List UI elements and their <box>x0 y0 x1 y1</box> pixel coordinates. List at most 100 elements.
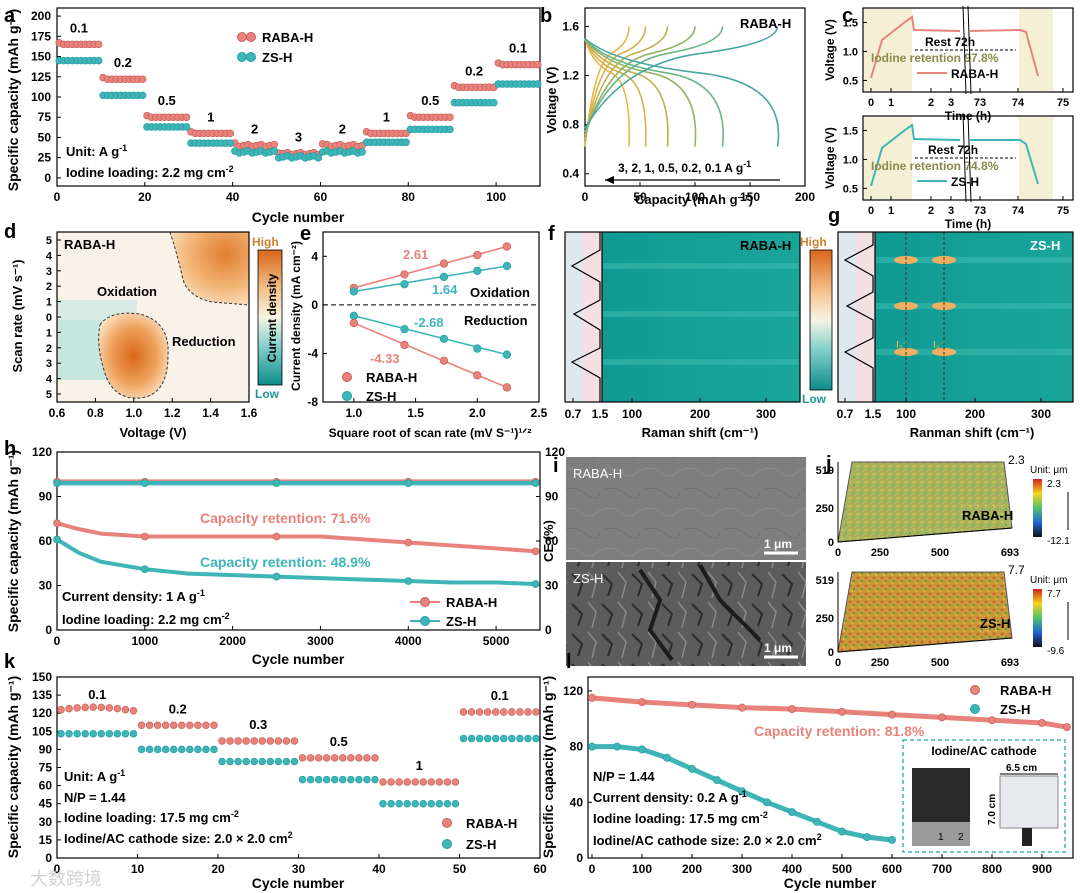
d-ytick-label: 5 <box>46 235 52 247</box>
e-ytick-label: 4 <box>311 249 318 263</box>
b-charge-curve <box>584 26 630 147</box>
a-rate-label: 2 <box>339 122 346 137</box>
h-note-1-text: Current density: 1 A g <box>62 589 197 604</box>
a-point-zs <box>490 98 498 107</box>
l-inset-title: Iodine/AC cathode <box>931 744 1037 758</box>
l-zs-point <box>713 776 721 784</box>
a-point-zs <box>94 56 103 65</box>
raman-xtick-label: 0.7 <box>837 407 854 421</box>
b-xtick-label: 0 <box>582 190 589 204</box>
b-discharge-curve <box>584 38 724 147</box>
i-sem-top <box>566 457 806 560</box>
k-point-raba <box>355 754 363 762</box>
h-xtick-label: 3000 <box>307 634 334 648</box>
k-point-zs <box>266 757 275 766</box>
d-xtick-label: 1.4 <box>202 406 219 420</box>
a-point-raba <box>138 75 147 83</box>
c-bot-curve <box>870 123 1039 187</box>
a-rate-label: 0.5 <box>421 93 439 108</box>
k-legend-raba: RABA-H <box>466 816 517 831</box>
k-point-raba <box>113 704 122 713</box>
raman-xtick-label: 1.5 <box>865 407 882 421</box>
e-point <box>349 318 359 328</box>
l-frame <box>587 676 1074 859</box>
k-xtick-label: 20 <box>211 862 225 876</box>
l-zs-point <box>663 753 671 762</box>
g-mark-2: I₃⁻ <box>933 340 945 351</box>
c-xtick-label: 2 <box>928 97 934 109</box>
k-point-raba <box>532 708 540 716</box>
k-point-raba <box>242 737 250 745</box>
c-y-label: Voltage (V) <box>823 19 837 81</box>
l-note-text: Current density: 0.2 A g <box>593 790 739 805</box>
f-bands <box>603 263 799 365</box>
k-point-zs <box>500 734 508 743</box>
k-point-raba <box>89 703 97 711</box>
l-xtick-label: 900 <box>1032 862 1052 876</box>
j-xtick-label: 693 <box>1001 657 1019 669</box>
panel-letter-f: f <box>548 223 555 245</box>
k-point-zs <box>202 745 210 754</box>
l-note: Current density: 0.2 A g-1 <box>593 789 747 805</box>
a-point-zs <box>402 138 410 147</box>
l-note: Iodine loading: 17.5 mg cm-2 <box>593 810 768 826</box>
k-point-raba <box>516 708 524 716</box>
h-point <box>53 479 61 487</box>
c-y-label: Voltage (V) <box>823 127 837 189</box>
k-point-raba <box>298 754 307 762</box>
b-discharge-curve <box>584 38 631 147</box>
a-ytick-label: 100 <box>31 90 51 104</box>
panel-letter-g: g <box>828 205 840 227</box>
d-y-label: Scan rate (mV s⁻¹) <box>10 259 25 372</box>
b-arrow-head <box>605 176 614 184</box>
d-colorbar-low: Low <box>255 387 280 401</box>
j-xaxis <box>837 527 1013 543</box>
j-top-zmax: 2.3 <box>1008 453 1025 467</box>
k-xtick-label: 60 <box>533 862 547 876</box>
l-xtick-label: 300 <box>732 862 752 876</box>
l-note-sup: -1 <box>739 789 747 799</box>
a-rate-label: 0.2 <box>114 55 132 70</box>
d-colorbar-high: High <box>252 235 279 249</box>
b-discharge-curve <box>584 38 647 147</box>
l-inset-tab <box>1022 828 1032 846</box>
c-bot-shade-right <box>1019 117 1053 199</box>
j-ytick-label: 0 <box>828 537 834 549</box>
k-xtick-label: 40 <box>372 862 386 876</box>
l-zs-point <box>888 835 896 844</box>
k-point-zs <box>242 757 250 766</box>
k-point-zs <box>218 757 226 766</box>
e-x-label: Square root of scan rate (mV S⁻¹)¹ᐟ² <box>329 426 532 440</box>
k-note-sup: -2 <box>231 809 239 819</box>
k-point-raba <box>363 754 371 762</box>
b-charge-curve <box>584 26 696 136</box>
k-point-zs <box>355 775 363 784</box>
k-point-zs <box>532 734 540 743</box>
d-oxidation: Oxidation <box>97 284 157 299</box>
b-xtick-label: 100 <box>685 190 705 204</box>
h-note-1-sup: -1 <box>197 588 205 598</box>
k-point-raba <box>371 754 379 762</box>
k-rate-labels: 0.1 0.2 0.3 0.5 1 0.1 <box>88 687 509 773</box>
l-raba-point <box>788 705 796 713</box>
e-point <box>502 383 512 392</box>
k-legend-zs-marker <box>442 839 452 849</box>
raman-xtick-label: 1.5 <box>592 407 609 421</box>
k-note-text: Iodine loading: 17.5 mg cm <box>64 810 231 825</box>
a-xtick-label: 80 <box>402 190 416 204</box>
j-bot-unit: Unit: μm <box>1030 575 1067 586</box>
k-note: Iodine/AC cathode size: 2.0 × 2.0 cm2 <box>64 830 293 846</box>
e-point <box>439 259 449 268</box>
k-point-raba <box>169 721 178 730</box>
h-xtick-label: 5000 <box>483 634 510 648</box>
k-point-raba <box>379 778 387 786</box>
h-note-2-sup: -2 <box>222 611 230 621</box>
e-legend-zs: ZS-H <box>366 389 396 404</box>
k-ytick-label: 75 <box>39 761 53 775</box>
g-x-label: Ranman shift (cm⁻¹) <box>910 425 1035 440</box>
j-ytick-label: 0 <box>828 647 834 659</box>
k-point-zs <box>451 799 460 808</box>
h-point <box>404 577 413 585</box>
k-point-raba <box>234 737 242 745</box>
k-point-raba <box>57 705 65 714</box>
